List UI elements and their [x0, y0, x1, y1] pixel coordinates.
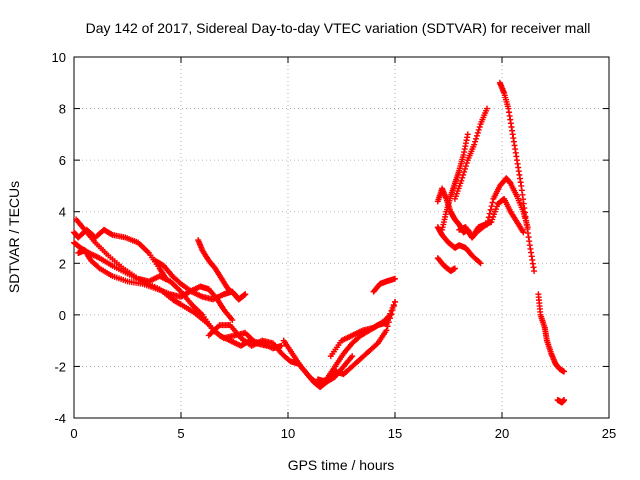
data-point [392, 275, 398, 282]
y-tick-label: 8 [59, 102, 66, 117]
data-point [385, 319, 392, 326]
data-point [474, 129, 481, 136]
series-arc-m [439, 131, 471, 233]
data-point [241, 291, 248, 298]
data-point [390, 303, 397, 310]
data-point [486, 210, 493, 217]
data-point [488, 203, 495, 210]
data-points [71, 79, 568, 406]
series-arc-n [451, 105, 491, 202]
series-arc-u [554, 396, 568, 406]
data-point [459, 174, 466, 181]
data-point [472, 138, 479, 145]
data-point [108, 231, 115, 238]
plot-frame [73, 56, 610, 419]
data-point [383, 327, 390, 334]
y-axis-label: SDTVAR / TECUs [6, 181, 22, 293]
data-point [561, 396, 568, 403]
series-arc-o [434, 224, 484, 267]
data-point [471, 141, 478, 148]
data-point [464, 131, 471, 138]
series-arc-d [71, 226, 170, 282]
y-tick-label: -4 [54, 411, 66, 426]
data-point [531, 268, 538, 275]
data-point [475, 126, 482, 133]
data-point [389, 307, 396, 314]
data-point [463, 160, 470, 167]
x-axis-label: GPS time / hours [288, 457, 395, 473]
data-point [561, 368, 568, 375]
series-arc-k [370, 275, 398, 295]
y-tick-label: 10 [52, 50, 66, 65]
x-tick-label: 10 [281, 426, 295, 441]
data-point [384, 323, 391, 330]
data-point [278, 342, 285, 349]
x-axis: 0 5 10 15 20 25 [70, 57, 616, 441]
y-tick-label: 0 [59, 308, 66, 323]
data-point [477, 260, 484, 267]
data-point [461, 168, 468, 175]
data-point [242, 291, 249, 298]
series-arc-c [75, 247, 236, 324]
data-point [484, 217, 491, 224]
data-point [392, 298, 398, 305]
data-point [451, 265, 458, 272]
data-point [386, 312, 393, 319]
data-point [473, 135, 480, 142]
data-point [387, 311, 394, 318]
data-point [229, 317, 236, 324]
data-point [487, 206, 494, 213]
series-arc-q [456, 195, 527, 241]
x-tick-label: 20 [495, 426, 509, 441]
y-axis: -4 -2 0 2 4 6 8 10 [52, 50, 609, 426]
series-arc-t [535, 291, 568, 375]
y-tick-label: -2 [54, 359, 66, 374]
y-tick-label: 2 [59, 256, 66, 271]
data-point [476, 123, 483, 130]
data-point [349, 353, 356, 360]
data-point [484, 105, 491, 112]
data-point [462, 163, 469, 170]
data-point [163, 275, 170, 282]
data-point [176, 300, 183, 307]
series-arc-p [434, 255, 458, 275]
series-arc-f [195, 237, 249, 303]
series-arc-s [496, 79, 538, 275]
data-point [476, 259, 483, 266]
data-point [485, 214, 492, 221]
y-tick-label: 4 [59, 205, 66, 220]
data-point [95, 264, 102, 271]
x-tick-label: 5 [177, 426, 184, 441]
data-point [484, 221, 491, 228]
data-point [462, 165, 469, 172]
data-point [489, 199, 496, 206]
series-arc-b [73, 216, 270, 349]
x-tick-label: 0 [70, 426, 77, 441]
data-point [520, 229, 527, 236]
data-point [460, 171, 467, 178]
series-arc-j [327, 311, 394, 360]
data-point [458, 177, 465, 184]
chart-title: Day 142 of 2017, Sidereal Day-to-day VTE… [86, 20, 591, 36]
x-tick-label: 15 [388, 426, 402, 441]
data-point [473, 132, 480, 139]
y-tick-label: 6 [59, 153, 66, 168]
x-tick-label: 25 [602, 426, 616, 441]
